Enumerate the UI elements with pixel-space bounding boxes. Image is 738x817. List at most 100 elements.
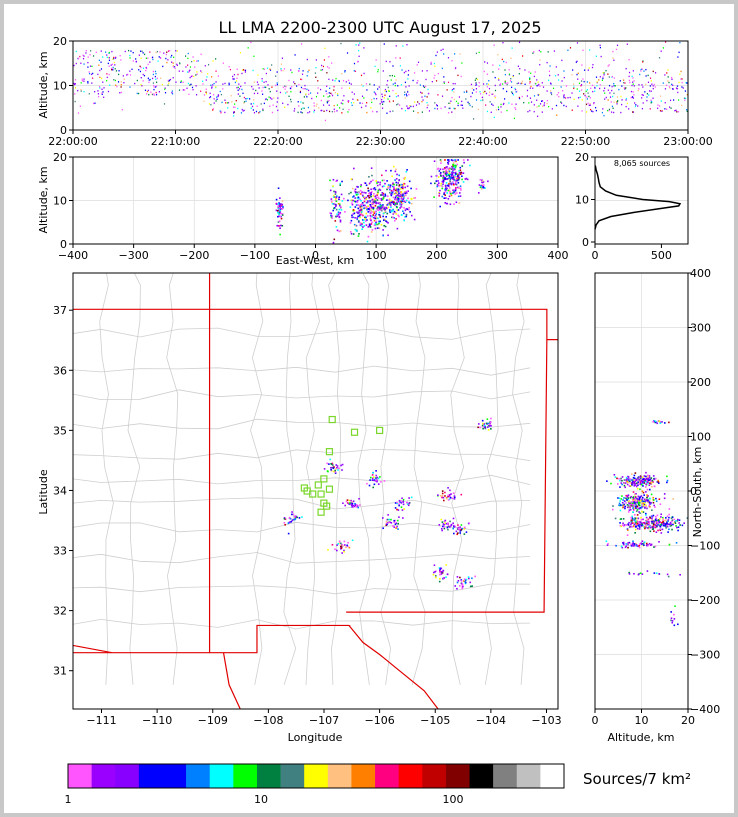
time-source-point bbox=[491, 93, 493, 95]
time-source-point bbox=[518, 96, 520, 99]
ns-source-point bbox=[674, 522, 677, 524]
eastwest-source-point bbox=[356, 193, 358, 196]
time-source-point bbox=[74, 93, 76, 95]
ns-source-point bbox=[623, 484, 626, 487]
time-source-point bbox=[337, 94, 339, 97]
time-source-point bbox=[140, 66, 142, 69]
eastwest-source-point bbox=[389, 209, 391, 211]
time-source-point bbox=[642, 94, 644, 97]
ns-source-point bbox=[631, 496, 634, 499]
time-source-point bbox=[253, 112, 256, 114]
eastwest-source-point bbox=[377, 223, 379, 226]
plan-source-point bbox=[291, 511, 293, 513]
eastwest-source-point bbox=[454, 164, 457, 167]
time-source-point bbox=[424, 95, 426, 97]
time-source-point bbox=[374, 65, 376, 68]
time-source-point bbox=[589, 108, 592, 111]
time-source-point bbox=[632, 111, 634, 113]
time-source-point bbox=[475, 82, 477, 85]
ns-source-point bbox=[633, 519, 636, 522]
time-source-point bbox=[241, 72, 243, 75]
ns-source-point bbox=[613, 473, 616, 476]
eastwest-source-point bbox=[368, 196, 371, 199]
time-source-point bbox=[344, 71, 346, 73]
time-source-point bbox=[83, 90, 85, 93]
eastwest-source-point bbox=[404, 192, 407, 195]
ns-source-point bbox=[622, 506, 625, 509]
plan-source-point bbox=[377, 483, 380, 485]
time-source-point bbox=[488, 79, 490, 82]
time-source-point bbox=[228, 82, 230, 85]
time-source-point bbox=[215, 58, 217, 60]
time-source-point bbox=[469, 104, 471, 107]
eastwest-source-point bbox=[452, 169, 454, 171]
ns-source-point bbox=[666, 475, 668, 478]
eastwest-source-point bbox=[353, 209, 356, 212]
plan-source-point bbox=[338, 540, 341, 543]
ns-source-point bbox=[622, 542, 625, 545]
time-source-point bbox=[242, 69, 245, 71]
time-source-point bbox=[563, 104, 565, 107]
time-source-point bbox=[616, 44, 619, 46]
plan-source-point bbox=[336, 549, 338, 552]
ns-source-point bbox=[620, 545, 623, 548]
time-source-point bbox=[614, 85, 617, 87]
ns-source-point bbox=[628, 509, 631, 511]
time-source-point bbox=[112, 58, 114, 60]
eastwest-source-point bbox=[365, 216, 367, 219]
time-source-point bbox=[591, 66, 594, 69]
plan-source-point bbox=[453, 526, 455, 528]
time-source-point bbox=[434, 65, 436, 68]
eastwest-source-point bbox=[457, 159, 459, 161]
time-source-point bbox=[672, 84, 674, 86]
ns-source-point bbox=[648, 477, 651, 479]
time-source-point bbox=[323, 59, 326, 61]
eastwest-source-point bbox=[353, 223, 356, 226]
time-source-point bbox=[577, 105, 579, 107]
time-source-point bbox=[668, 86, 671, 88]
time-source-point bbox=[542, 86, 545, 88]
eastwest-tick-label: 0 bbox=[312, 249, 319, 262]
time-source-point bbox=[541, 100, 544, 102]
ns-source-point bbox=[659, 503, 662, 506]
time-source-point bbox=[666, 72, 668, 74]
eastwest-source-point bbox=[378, 188, 381, 191]
time-source-point bbox=[514, 107, 516, 109]
time-source-point bbox=[127, 49, 130, 52]
eastwest-source-point bbox=[391, 191, 394, 193]
ns-source-point bbox=[650, 502, 652, 504]
time-source-point bbox=[589, 103, 591, 105]
time-source-point bbox=[446, 89, 448, 91]
time-source-point bbox=[592, 110, 594, 113]
time-source-point bbox=[233, 73, 236, 76]
plan-source-point bbox=[355, 506, 358, 508]
eastwest-source-point bbox=[451, 165, 453, 168]
time-source-point bbox=[173, 56, 175, 59]
plan-source-point bbox=[460, 582, 463, 585]
eastwest-source-point bbox=[394, 203, 397, 206]
ns-source-point bbox=[658, 521, 661, 523]
time-source-point bbox=[638, 84, 640, 86]
plan-source-point bbox=[288, 516, 291, 519]
eastwest-source-point bbox=[393, 203, 395, 206]
time-source-point bbox=[169, 78, 172, 81]
time-source-point bbox=[480, 99, 482, 102]
time-source-point bbox=[515, 103, 517, 105]
time-source-point bbox=[322, 65, 325, 68]
time-source-point bbox=[106, 56, 108, 59]
ns-source-point bbox=[630, 544, 633, 547]
ns-source-point bbox=[660, 516, 662, 518]
time-source-point bbox=[648, 94, 650, 96]
time-source-point bbox=[518, 97, 521, 100]
eastwest-source-point bbox=[366, 240, 369, 243]
ns-source-point bbox=[620, 518, 623, 520]
time-source-point bbox=[437, 72, 439, 75]
ns-source-point bbox=[644, 500, 647, 502]
time-source-point bbox=[662, 47, 665, 49]
time-source-point bbox=[669, 87, 671, 89]
time-source-point bbox=[308, 69, 310, 71]
time-source-point bbox=[113, 58, 115, 60]
time-source-point bbox=[233, 115, 235, 117]
time-source-point bbox=[494, 89, 497, 92]
eastwest-source-point bbox=[359, 189, 362, 192]
